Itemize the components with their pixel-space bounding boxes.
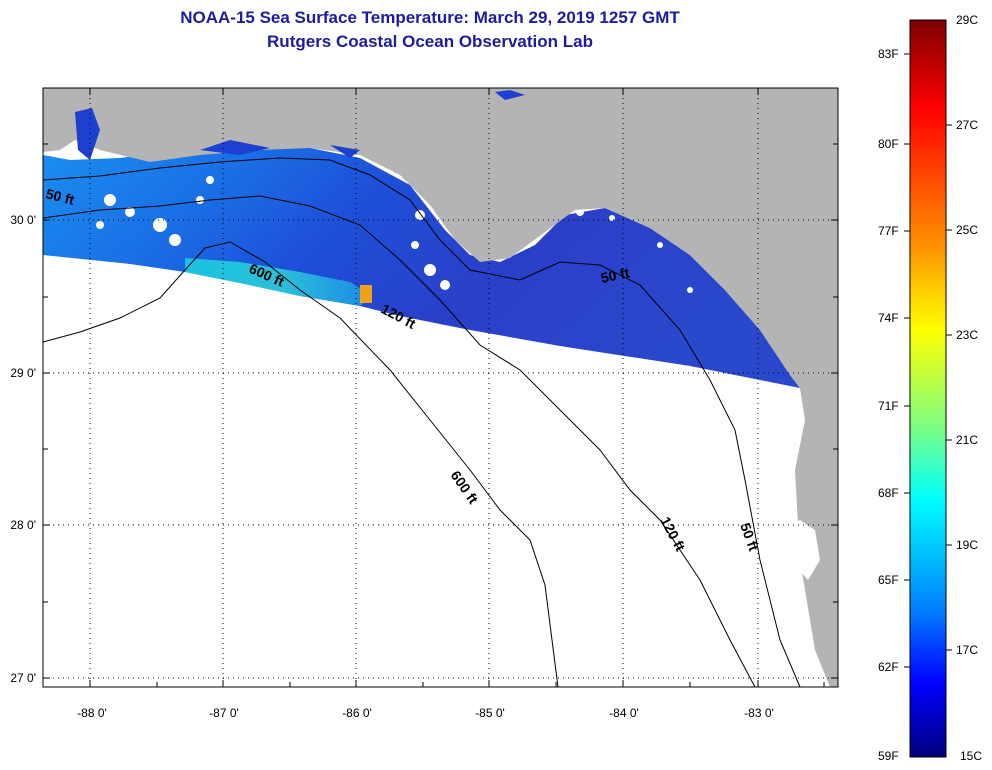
lon-label: -88 0' [77, 706, 107, 720]
contour-120ft [43, 195, 756, 687]
contour-50ft [43, 157, 801, 687]
contour-label: 50 ft [44, 185, 76, 208]
colorbar-f-label: 59F [878, 749, 899, 763]
chart-subtitle: Rutgers Coastal Ocean Observation Lab [267, 32, 593, 51]
colorbar-c-label: 23C [956, 328, 979, 342]
map-frame [42, 87, 839, 688]
colorbar-c-label: 15C [960, 749, 983, 763]
colorbar-f-label: 62F [878, 660, 899, 674]
colorbar-gradient [909, 19, 947, 758]
colorbar-f-label: 83F [878, 47, 899, 61]
sst-offshore-band [185, 258, 372, 306]
cloud-mask [96, 176, 693, 293]
colorbar-c-label: 17C [956, 643, 979, 657]
sst-swath [43, 146, 800, 388]
colorbar-f-label: 68F [878, 486, 899, 500]
contour-label: 50 ft [599, 264, 631, 286]
colorbar-f-label: 71F [878, 399, 899, 413]
lon-label: -87 0' [209, 706, 239, 720]
lat-label: 27 0' [10, 671, 36, 685]
depth-contours [43, 157, 801, 687]
inland-water [75, 90, 525, 160]
lon-label: -85 0' [475, 706, 505, 720]
lon-label: -84 0' [609, 706, 639, 720]
land-north [43, 88, 838, 687]
contour-600ft [43, 241, 559, 687]
colorbar-c-label: 25C [956, 223, 979, 237]
colorbar-c-label: 27C [956, 118, 979, 132]
colorbar-c-label: 29C [956, 13, 979, 27]
lon-label: -83 0' [744, 706, 774, 720]
colorbar-c-label: 19C [956, 538, 979, 552]
colorbar-f-label: 77F [878, 224, 899, 238]
lon-label: -86 0' [342, 706, 372, 720]
lat-label: 30 0' [10, 213, 36, 227]
colorbar-f-label: 74F [878, 311, 899, 325]
colorbar-c-label: 21C [956, 433, 979, 447]
warm-anomaly [360, 285, 372, 303]
tampa-bay [780, 520, 820, 580]
chart-title: NOAA-15 Sea Surface Temperature: March 2… [180, 8, 680, 27]
lat-label: 28 0' [10, 518, 36, 532]
colorbar-f-label: 80F [878, 137, 899, 151]
lat-label: 29 0' [10, 366, 36, 380]
colorbar-ticks [904, 53, 952, 668]
frame-ticks [43, 88, 838, 687]
colorbar-f-label: 65F [878, 573, 899, 587]
